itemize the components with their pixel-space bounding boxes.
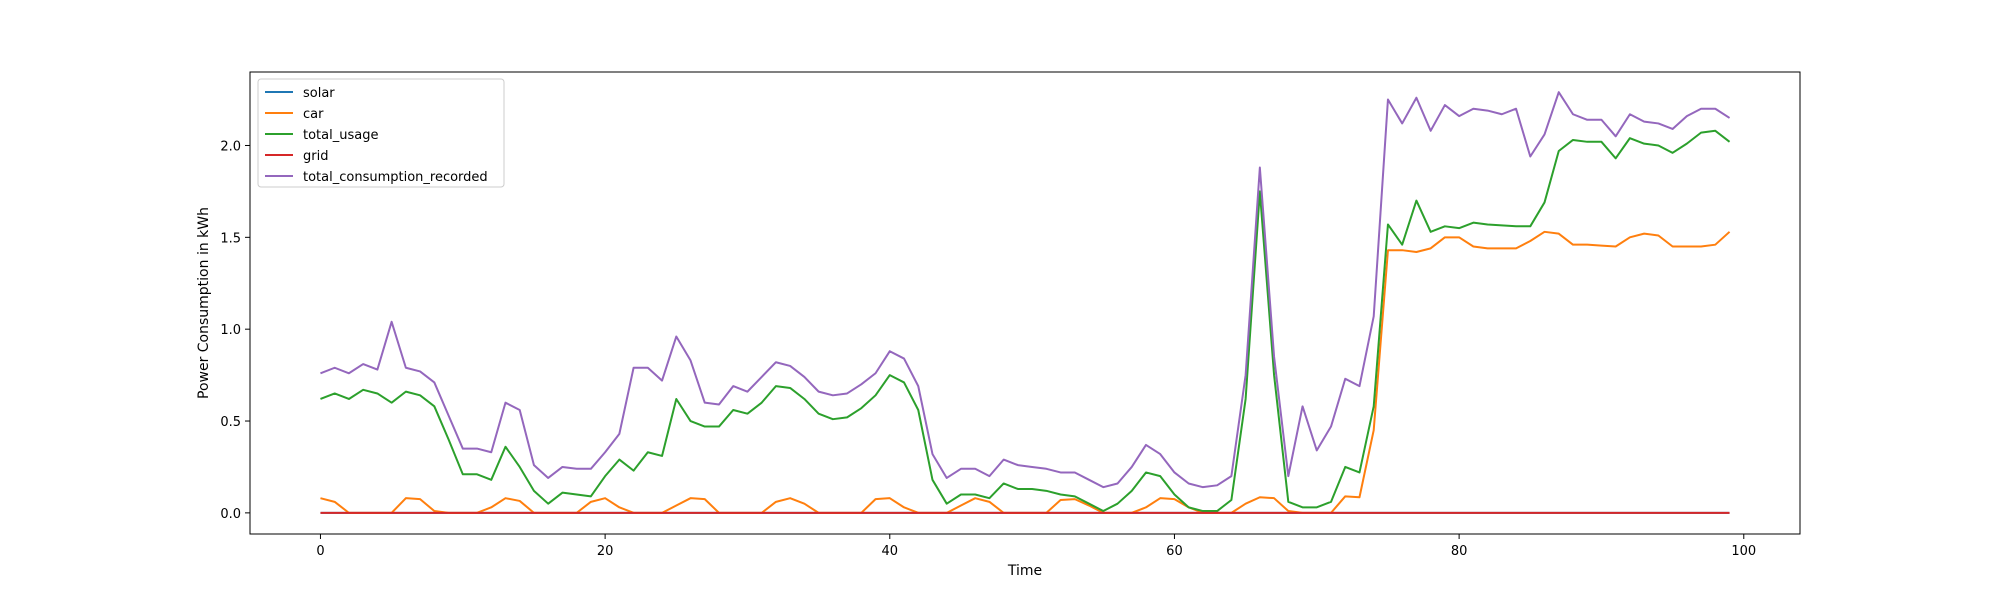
y-axis-label: Power Consumption in kWh: [196, 207, 212, 399]
legend-entry: total_consumption_recorded: [303, 170, 488, 185]
x-tick-label: 20: [597, 544, 614, 559]
x-tick-label: 60: [1166, 544, 1183, 559]
y-tick-label: 0.5: [220, 415, 241, 430]
y-tick-label: 1.5: [220, 231, 241, 246]
y-axis: 0.0 0.5 1.0 1.5 2.0: [220, 139, 250, 522]
legend-entry: car: [303, 107, 324, 122]
legend-entry: grid: [303, 149, 328, 164]
y-tick-label: 0.0: [220, 507, 241, 522]
plot-frame: [249, 71, 1801, 535]
x-tick-label: 80: [1451, 544, 1468, 559]
x-axis-label: Time: [1007, 563, 1042, 579]
x-tick-label: 0: [316, 544, 324, 559]
x-axis: 0 20 40 60 80 100: [316, 534, 1756, 559]
legend-box: [257, 78, 505, 188]
y-tick-label: 1.0: [220, 323, 241, 338]
series-line-total-usage: [320, 129, 1731, 513]
plot-background: [250, 72, 1800, 534]
series-layer: [320, 91, 1731, 514]
y-tick-label: 2.0: [220, 139, 241, 154]
x-tick-label: 100: [1731, 544, 1756, 559]
x-tick-label: 40: [882, 544, 899, 559]
series-line-total-consumption-recorded: [320, 91, 1731, 489]
legend-entry: total_usage: [303, 128, 378, 143]
legend-entry: solar: [303, 86, 335, 101]
